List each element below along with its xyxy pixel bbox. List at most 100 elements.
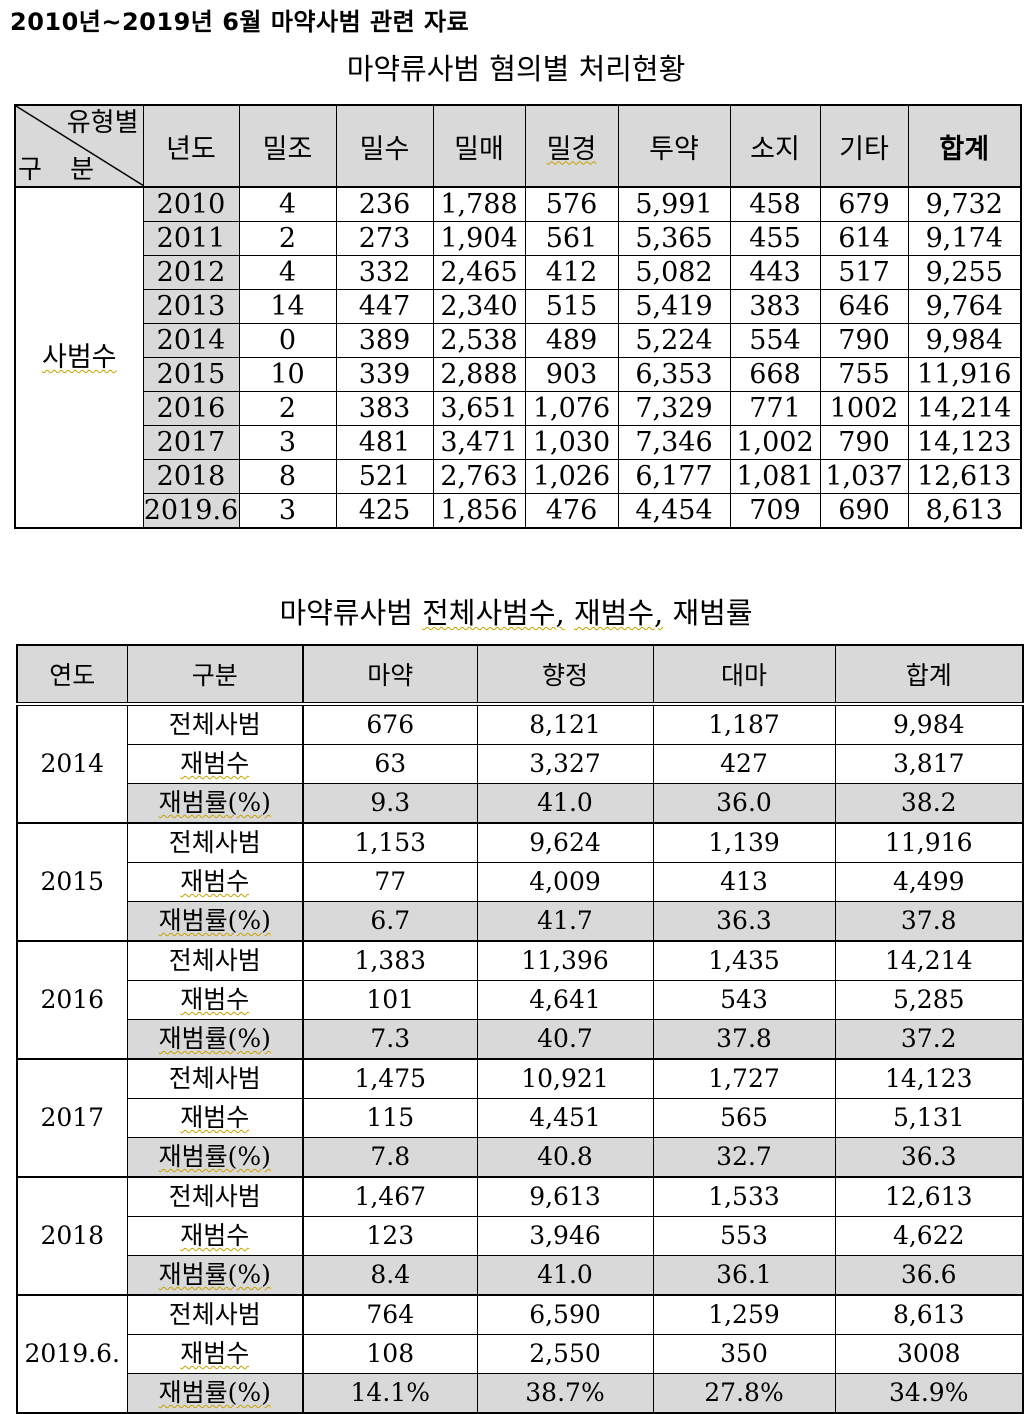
value-cell: 9.3: [302, 783, 478, 824]
value-cell: 614: [819, 221, 909, 256]
value-cell: 14.1%: [302, 1373, 478, 1414]
total-cell: 36.6: [834, 1255, 1024, 1296]
table2-header-cell: 대마: [652, 644, 836, 706]
table1-caption: 마약류사범 혐의별 처리현황: [346, 52, 686, 86]
value-cell: 2,465: [432, 255, 526, 290]
value-cell: 2,763: [432, 459, 526, 494]
value-cell: 1002: [819, 391, 909, 426]
total-cell: 8,613: [834, 1294, 1024, 1335]
value-cell: 14: [238, 289, 337, 324]
value-cell: 3,327: [476, 744, 654, 784]
value-cell: 576: [524, 186, 619, 222]
table2-row: 재범률(%) 9.3 41.0 36.0 38.2: [17, 783, 1024, 824]
table2-row: 재범수 63 3,327 427 3,817: [17, 744, 1024, 784]
table1-row: 2016 2 383 3,651 1,076 7,329 771 1002 14,214: [15, 391, 1022, 426]
table1-header-cell: 기타: [819, 104, 909, 188]
total-cell: 3,817: [834, 744, 1024, 784]
total-cell: 34.9%: [834, 1373, 1024, 1414]
value-cell: 554: [729, 323, 821, 358]
value-cell: 3: [238, 493, 337, 529]
table2-row: 재범수 77 4,009 413 4,499: [17, 862, 1024, 902]
value-cell: 4,454: [617, 493, 731, 529]
kind-label: 재범수: [180, 985, 250, 1014]
value-cell: 389: [335, 323, 434, 358]
value-cell: 543: [652, 980, 836, 1020]
total-cell: 4,622: [834, 1216, 1024, 1256]
kind-cell: 재범률(%): [126, 1137, 304, 1178]
value-cell: 1,904: [432, 221, 526, 256]
table2-row: 재범률(%) 7.3 40.7 37.8 37.2: [17, 1019, 1024, 1060]
total-cell: 12,613: [907, 459, 1022, 494]
recidivism-table: 연도 구분 마약 향정 대마 합계 2014 전체사범 676 8,121 1,187 9…: [16, 644, 1024, 1414]
value-cell: 10,921: [476, 1058, 654, 1099]
table2-header-row: 연도 구분 마약 향정 대마 합계: [16, 644, 1024, 706]
table1-corner-cell: 유형별 구 분: [14, 104, 144, 188]
value-cell: 1,856: [432, 493, 526, 529]
table2-row: 2017 전체사범 1,475 10,921 1,727 14,123: [16, 1058, 1024, 1178]
total-cell: 8,613: [907, 493, 1022, 529]
year-cell: 2019.6: [142, 493, 240, 529]
table1-header-cell: 밀조: [238, 104, 337, 188]
total-cell: 11,916: [907, 357, 1022, 392]
year-cell: 2017: [16, 1058, 128, 1178]
value-cell: 2,550: [476, 1334, 654, 1374]
total-cell: 14,214: [907, 391, 1022, 426]
value-cell: 7,329: [617, 391, 731, 426]
total-cell: 14,123: [907, 425, 1022, 460]
kind-label: 재범률(%): [158, 788, 271, 817]
table2-row: 2018 전체사범 1,467 9,613 1,533 12,613: [16, 1176, 1024, 1296]
table2-header-cell: 연도: [16, 644, 128, 706]
corner-label-type: 유형별: [66, 108, 139, 138]
value-cell: 425: [335, 493, 434, 529]
value-cell: 383: [335, 391, 434, 426]
value-cell: 755: [819, 357, 909, 392]
kind-label: 재범수: [180, 867, 250, 896]
value-cell: 690: [819, 493, 909, 529]
table2-row: 재범수 115 4,451 565 5,131: [17, 1098, 1024, 1138]
year-cell: 2015: [142, 357, 240, 392]
value-cell: 4,009: [476, 862, 654, 902]
year-cell: 2018: [142, 459, 240, 494]
value-cell: 517: [819, 255, 909, 290]
value-cell: 1,383: [302, 940, 478, 981]
kind-cell: 재범수: [126, 862, 304, 902]
value-cell: 447: [335, 289, 434, 324]
table1-row: 2011 2 273 1,904 561 5,365 455 614 9,174: [15, 221, 1022, 256]
value-cell: 2: [238, 221, 337, 256]
value-cell: 40.8: [476, 1137, 654, 1178]
year-cell: 2018: [16, 1176, 128, 1296]
table1-header-cell: 밀수: [335, 104, 434, 188]
table1-header-total: 합계: [907, 104, 1022, 188]
total-cell: 9,984: [834, 703, 1024, 745]
total-cell: 9,174: [907, 221, 1022, 256]
value-cell: 443: [729, 255, 821, 290]
value-cell: 7,346: [617, 425, 731, 460]
table1-header-cell: 년도: [142, 104, 240, 188]
value-cell: 903: [524, 357, 619, 392]
value-cell: 3: [238, 425, 337, 460]
kind-label: 전체사범: [168, 1300, 261, 1329]
value-cell: 7.3: [302, 1019, 478, 1060]
kind-label: 재범수: [180, 1339, 250, 1368]
kind-label: 전체사범: [168, 710, 261, 739]
row-group-label: 사범수: [14, 186, 144, 529]
table2-header-cell: 합계: [834, 644, 1024, 706]
kind-label: 전체사범: [168, 1064, 261, 1093]
kind-cell: 재범률(%): [126, 1255, 304, 1296]
kind-cell: 재범수: [126, 1098, 304, 1138]
kind-cell: 재범수: [126, 980, 304, 1020]
value-cell: 413: [652, 862, 836, 902]
value-cell: 676: [302, 703, 478, 745]
value-cell: 2,538: [432, 323, 526, 358]
kind-cell: 재범수: [126, 1216, 304, 1256]
table1-row: 2019.6 3 425 1,856 476 4,454 709 690 8,613: [15, 493, 1022, 529]
table2-row: 2015 전체사범 1,153 9,624 1,139 11,916: [16, 822, 1024, 942]
value-cell: 339: [335, 357, 434, 392]
value-cell: 77: [302, 862, 478, 902]
value-cell: 8: [238, 459, 337, 494]
kind-cell: 재범률(%): [126, 1019, 304, 1060]
value-cell: 6,590: [476, 1294, 654, 1335]
value-cell: 36.3: [652, 901, 836, 942]
value-cell: 10: [238, 357, 337, 392]
caption-word: 재범수,: [573, 596, 664, 630]
